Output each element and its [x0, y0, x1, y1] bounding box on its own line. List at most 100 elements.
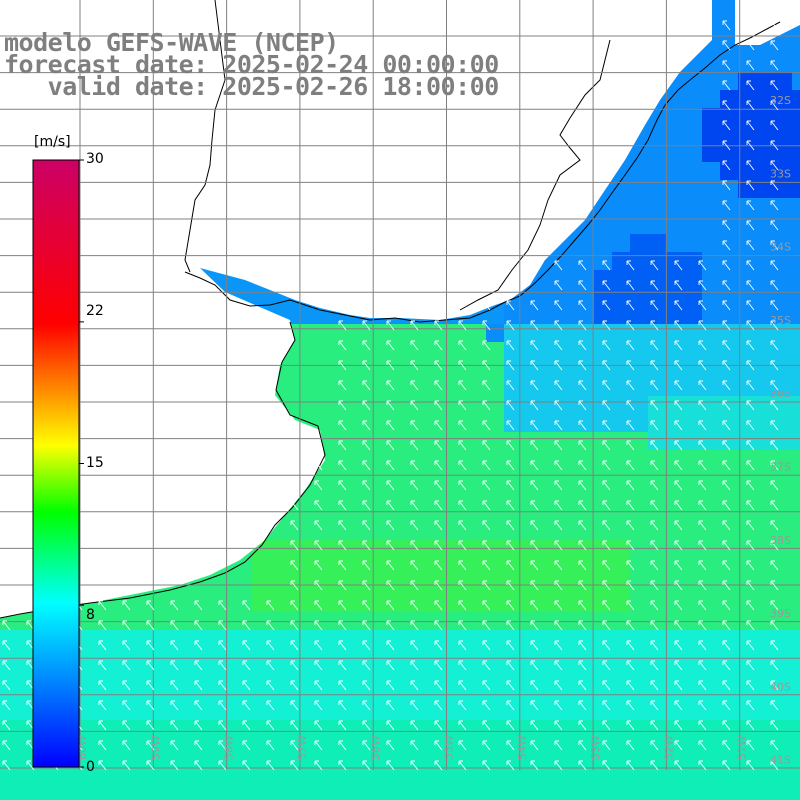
wind-cell [342, 612, 360, 630]
wind-cell [396, 396, 414, 414]
wind-arrow [338, 760, 347, 771]
wind-cell [162, 792, 180, 800]
wind-arrow [530, 520, 539, 531]
wind-cell [558, 378, 576, 396]
wind-cell [630, 504, 648, 522]
wind-arrow [698, 560, 707, 571]
wind-cell [432, 684, 450, 702]
wind-arrow [122, 760, 131, 771]
colorbar [32, 159, 80, 768]
wind-arrow [578, 560, 587, 571]
wind-arrow [746, 600, 755, 611]
wind-cell [504, 612, 522, 630]
wind-arrow [770, 20, 779, 31]
wind-cell [540, 540, 558, 558]
wind-cell [792, 216, 800, 234]
wind-cell [666, 306, 684, 324]
wind-cell [702, 792, 720, 800]
wind-arrow [362, 720, 371, 731]
wind-arrow [410, 440, 419, 451]
wind-arrow [602, 740, 611, 751]
wind-cell [720, 72, 738, 90]
wind-cell [720, 702, 738, 720]
wind-arrow [698, 380, 707, 391]
wind-arrow [362, 480, 371, 491]
wind-cell [702, 774, 720, 792]
wind-cell [468, 720, 486, 738]
wind-cell [450, 504, 468, 522]
wind-cell [108, 774, 126, 792]
wind-arrow [578, 460, 587, 471]
wind-arrow [554, 560, 563, 571]
wind-cell [666, 720, 684, 738]
wind-cell [648, 756, 666, 774]
wind-cell [216, 774, 234, 792]
wind-arrow [314, 520, 323, 531]
wind-cell [468, 396, 486, 414]
wind-cell [684, 414, 702, 432]
wind-cell [486, 720, 504, 738]
wind-cell [612, 702, 630, 720]
wind-cell [774, 72, 792, 90]
wind-cell [648, 522, 666, 540]
wind-cell [342, 468, 360, 486]
wind-arrow [410, 680, 419, 691]
wind-cell [684, 432, 702, 450]
wind-cell [576, 648, 594, 666]
wind-cell [126, 738, 144, 756]
wind-cell [756, 108, 774, 126]
wind-cell [720, 36, 738, 54]
wind-cell [486, 522, 504, 540]
wind-arrow [530, 300, 539, 311]
wind-arrow [698, 340, 707, 351]
wind-cell [540, 378, 558, 396]
wind-cell [432, 792, 450, 800]
wind-cell [522, 504, 540, 522]
wind-cell [396, 792, 414, 800]
wind-cell [702, 738, 720, 756]
wind-cell [612, 234, 630, 252]
wind-cell [738, 360, 756, 378]
wind-cell [468, 666, 486, 684]
wind-arrow [770, 160, 779, 171]
wind-arrow [482, 600, 491, 611]
wind-cell [684, 792, 702, 800]
wind-arrow [722, 600, 731, 611]
wind-cell [720, 108, 738, 126]
wind-arrow [434, 760, 443, 771]
wind-cell [540, 486, 558, 504]
wind-arrow [698, 480, 707, 491]
wind-cell [576, 486, 594, 504]
wind-arrow [770, 600, 779, 611]
wind-cell [720, 558, 738, 576]
wind-arrow [722, 760, 731, 771]
wind-arrow [626, 420, 635, 431]
wind-arrow [2, 600, 11, 611]
wind-cell [324, 720, 342, 738]
wind-arrow [362, 600, 371, 611]
wind-cell [612, 180, 630, 198]
wind-arrow [434, 420, 443, 431]
wind-cell [486, 702, 504, 720]
wind-arrow [770, 220, 779, 231]
wind-arrow [362, 760, 371, 771]
wind-arrow [626, 640, 635, 651]
wind-cell [702, 144, 720, 162]
wind-cell [720, 468, 738, 486]
wind-arrow [386, 540, 395, 551]
wind-arrow [410, 660, 419, 671]
wind-cell [666, 108, 684, 126]
wind-arrow [458, 580, 467, 591]
wind-cell [486, 666, 504, 684]
lat-label: 33S [770, 167, 791, 180]
wind-cell [540, 504, 558, 522]
wind-arrow [650, 280, 659, 291]
wind-arrow [194, 600, 203, 611]
wind-arrow [674, 600, 683, 611]
wind-cell [576, 432, 594, 450]
wind-cell [162, 720, 180, 738]
wind-arrow [242, 660, 251, 671]
wind-cell [756, 630, 774, 648]
wind-arrow [530, 340, 539, 351]
wind-arrow [746, 720, 755, 731]
